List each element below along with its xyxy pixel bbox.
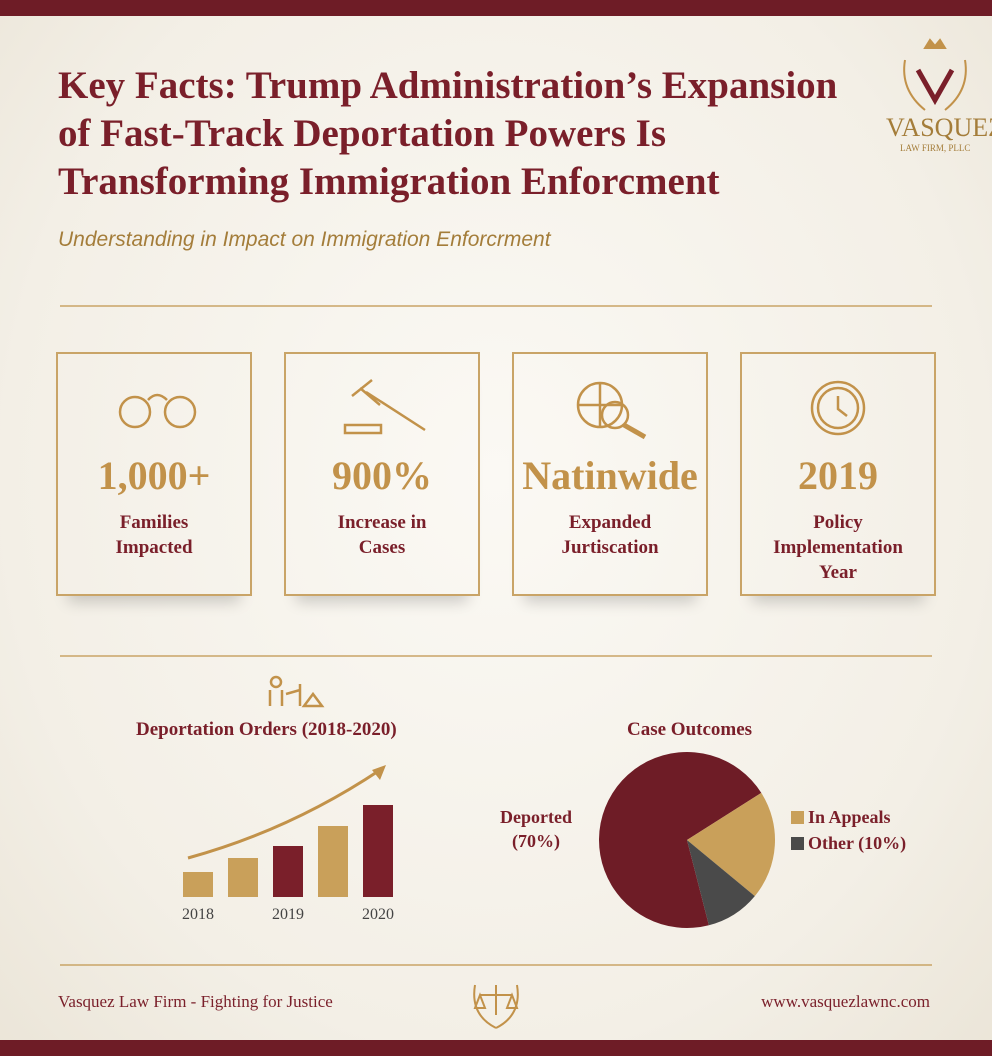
logo-name: VASQUEZ: [886, 113, 992, 142]
trend-arrow: [187, 768, 381, 860]
bar-chart-title: Deportation Orders (2018-2020): [136, 719, 397, 740]
pie-chart-title: Case Outcomes: [627, 719, 753, 740]
title: Key Facts: Trump Administration’s Expans…: [58, 64, 838, 203]
logo-tagline: LAW FIRM, PLLC: [900, 143, 971, 153]
pie-slice: [598, 752, 762, 929]
stat-card: Natinwide Expanded Jurtiscation: [512, 352, 708, 596]
stat-value: 2019: [798, 453, 878, 498]
bar: [363, 805, 393, 897]
bottom-band: [0, 1040, 992, 1056]
stat-card: 900% Increase in Cases: [284, 352, 480, 596]
footer-left: Vasquez Law Firm - Fighting for Justice: [58, 992, 333, 1011]
pie-slice: [687, 840, 755, 926]
pie-label: Deported (70%): [500, 807, 572, 851]
bar: [183, 872, 213, 897]
stat-card: 1,000+ Families Impacted: [56, 352, 252, 596]
x-tick-label: 2018: [182, 906, 214, 923]
subtitle: Understanding in Impact on Immigration E…: [58, 228, 551, 251]
stat-card: 2019 Policy Implementation Year: [740, 352, 936, 596]
bar: [228, 858, 258, 897]
bar: [318, 826, 348, 897]
x-tick-label: 2019: [272, 906, 304, 923]
stat-label: Increase in Cases: [337, 512, 427, 558]
trend-arrow-head: [372, 765, 386, 780]
bar: [273, 846, 303, 897]
icons: [118, 379, 866, 708]
stat-value: 900%: [332, 453, 432, 498]
legend-swatch: [791, 811, 804, 824]
legend-label: Other (10%): [808, 833, 907, 853]
pie-slice: [687, 792, 775, 897]
stat-value: 1,000+: [97, 453, 211, 498]
legend-swatch: [791, 837, 804, 850]
footer-right: www.vasquezlawnc.com: [761, 992, 930, 1011]
stat-label: Expanded Jurtiscation: [561, 512, 659, 558]
x-tick-label: 2020: [362, 906, 394, 923]
stat-label: Policy Implementation Year: [773, 512, 903, 583]
legend-label: In Appeals: [808, 807, 891, 827]
stat-label: Families Impacted: [115, 512, 193, 558]
footer-emblem: [473, 984, 519, 1029]
stat-value: Natinwide: [522, 453, 698, 498]
top-band: [0, 0, 992, 16]
logo-emblem: [903, 38, 967, 111]
